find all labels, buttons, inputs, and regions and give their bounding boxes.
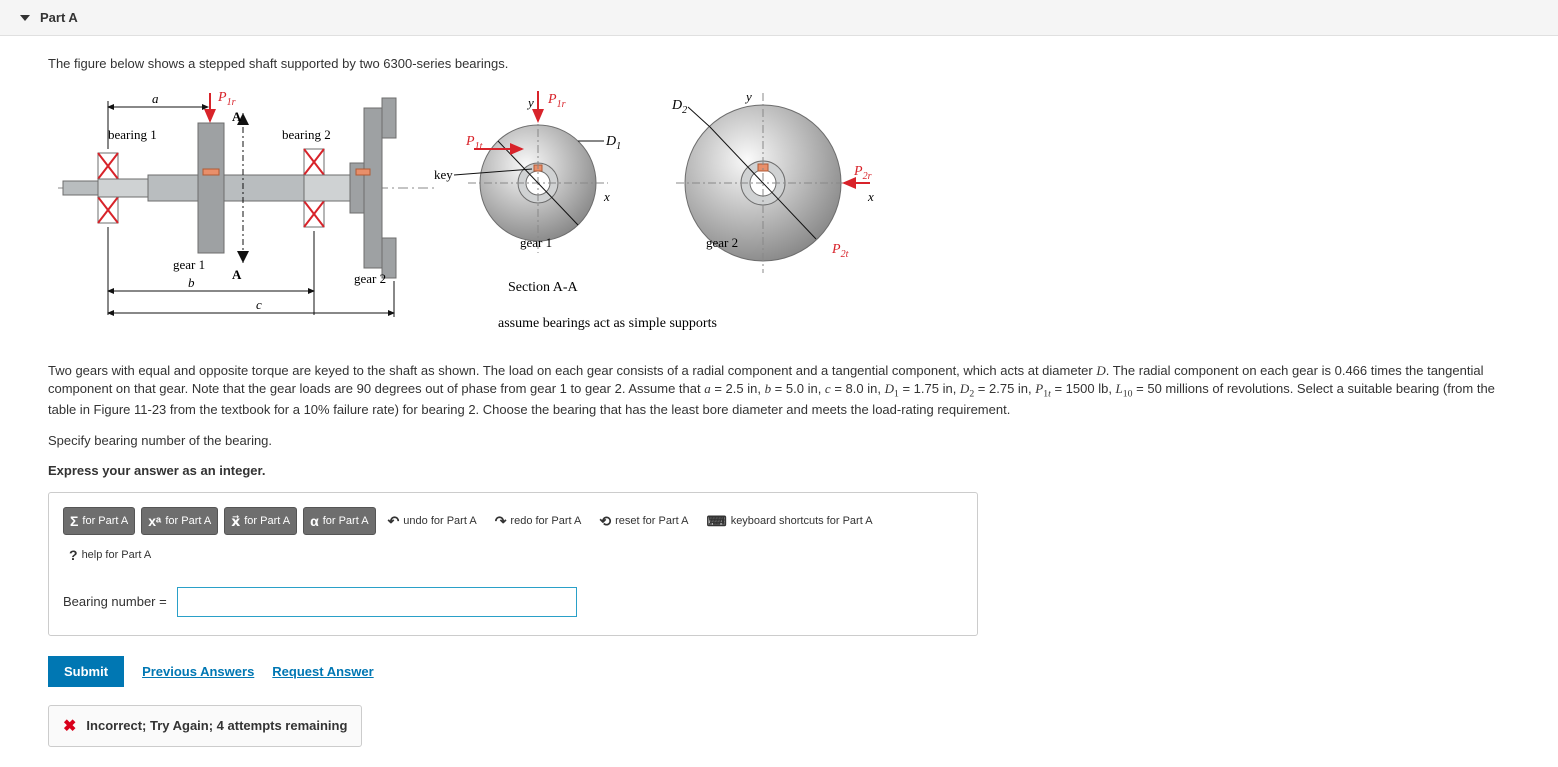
bearing-number-input[interactable] (177, 587, 577, 617)
help-button[interactable]: ?help for Part A (63, 541, 157, 569)
symbols-button[interactable]: xᵃfor Part A (141, 507, 218, 535)
svg-text:D1: D1 (605, 134, 621, 152)
p1r-side: P (217, 90, 227, 105)
p1t-lbl: P (465, 134, 475, 149)
feedback-box: ✖ Incorrect; Try Again; 4 attempts remai… (48, 705, 362, 747)
section-A-bot: A (232, 267, 242, 282)
reset-button[interactable]: ⟲reset for Part A (593, 507, 694, 535)
answer-label: Bearing number = (63, 594, 167, 609)
content-area: The figure below shows a stepped shaft s… (0, 36, 1558, 767)
help-icon: ? (69, 548, 78, 562)
undo-icon: ↶ (388, 514, 400, 528)
bearing2-label: bearing 2 (282, 127, 331, 142)
svg-text:D2: D2 (671, 98, 687, 116)
reset-icon: ⟲ (599, 514, 611, 528)
intro-text: The figure below shows a stepped shaft s… (48, 56, 1510, 71)
action-row: Submit Previous Answers Request Answer (48, 656, 1510, 687)
section-label: Section A-A (508, 280, 578, 295)
svg-text:gear 2: gear 2 (706, 235, 738, 250)
bearing1-label: bearing 1 (108, 127, 157, 142)
figure: bearing 1 bearing 2 gear 1 gear 2 P1r A … (48, 83, 1510, 346)
svg-text:x: x (867, 189, 874, 204)
greek-button[interactable]: αfor Part A (303, 507, 375, 535)
request-answer-link[interactable]: Request Answer (272, 664, 373, 679)
dim-b: b (188, 275, 195, 290)
svg-text:x: x (603, 189, 610, 204)
gear1-label: gear 1 (173, 257, 205, 272)
p2r-lbl: P (853, 164, 863, 179)
instruction-2: Express your answer as an integer. (48, 462, 1510, 480)
redo-icon: ↷ (495, 514, 507, 528)
feedback-text: Incorrect; Try Again; 4 attempts remaini… (86, 718, 347, 733)
svg-text:gear 1: gear 1 (520, 235, 552, 250)
svg-text:y: y (744, 89, 752, 104)
vectors-button[interactable]: x⃗for Part A (224, 507, 297, 535)
svg-text:P2r: P2r (853, 164, 872, 182)
svg-text:P1t: P1t (465, 134, 483, 152)
undo-button[interactable]: ↶undo for Part A (382, 507, 483, 535)
collapse-caret-icon (20, 15, 30, 21)
p1r-sec: P (547, 92, 557, 107)
p2t-lbl: P (831, 242, 841, 257)
keyboard-button[interactable]: ⌨keyboard shortcuts for Part A (700, 507, 878, 535)
figure-svg: bearing 1 bearing 2 gear 1 gear 2 P1r A … (48, 83, 878, 343)
dim-a: a (152, 91, 159, 106)
problem-text: Two gears with equal and opposite torque… (48, 362, 1510, 420)
keyboard-icon: ⌨ (706, 514, 726, 528)
svg-text:P2t: P2t (831, 242, 849, 260)
section-gear1: D1 P1t P1r y x key gea (434, 91, 621, 295)
svg-text:P1r: P1r (547, 92, 566, 110)
equation-toolbar: Σfor Part A xᵃfor Part A x⃗for Part A αf… (63, 507, 963, 569)
d2-lbl: D (671, 98, 682, 113)
templates-button[interactable]: Σfor Part A (63, 507, 135, 535)
svg-text:Section A-A: Section A-A (508, 280, 578, 295)
side-view: bearing 1 bearing 2 gear 1 gear 2 P1r A … (58, 90, 438, 317)
answer-panel: Σfor Part A xᵃfor Part A x⃗for Part A αf… (48, 492, 978, 636)
submit-button[interactable]: Submit (48, 656, 124, 687)
section-A-top: A (232, 109, 242, 124)
section-gear2: D2 P2r P2t y x gear 2 (671, 89, 874, 273)
key-label: key (434, 167, 453, 182)
svg-text:P1r: P1r (217, 90, 236, 108)
assume-text: assume bearings act as simple supports (498, 316, 717, 331)
part-header[interactable]: Part A (0, 0, 1558, 36)
part-title: Part A (40, 10, 78, 25)
d1-lbl: D (605, 134, 616, 149)
svg-text:y: y (526, 95, 534, 110)
dim-c: c (256, 297, 262, 312)
instruction-1: Specify bearing number of the bearing. (48, 432, 1510, 450)
gear2-label: gear 2 (354, 271, 386, 286)
previous-answers-link[interactable]: Previous Answers (142, 664, 254, 679)
incorrect-icon: ✖ (63, 716, 76, 736)
redo-button[interactable]: ↷redo for Part A (489, 507, 588, 535)
